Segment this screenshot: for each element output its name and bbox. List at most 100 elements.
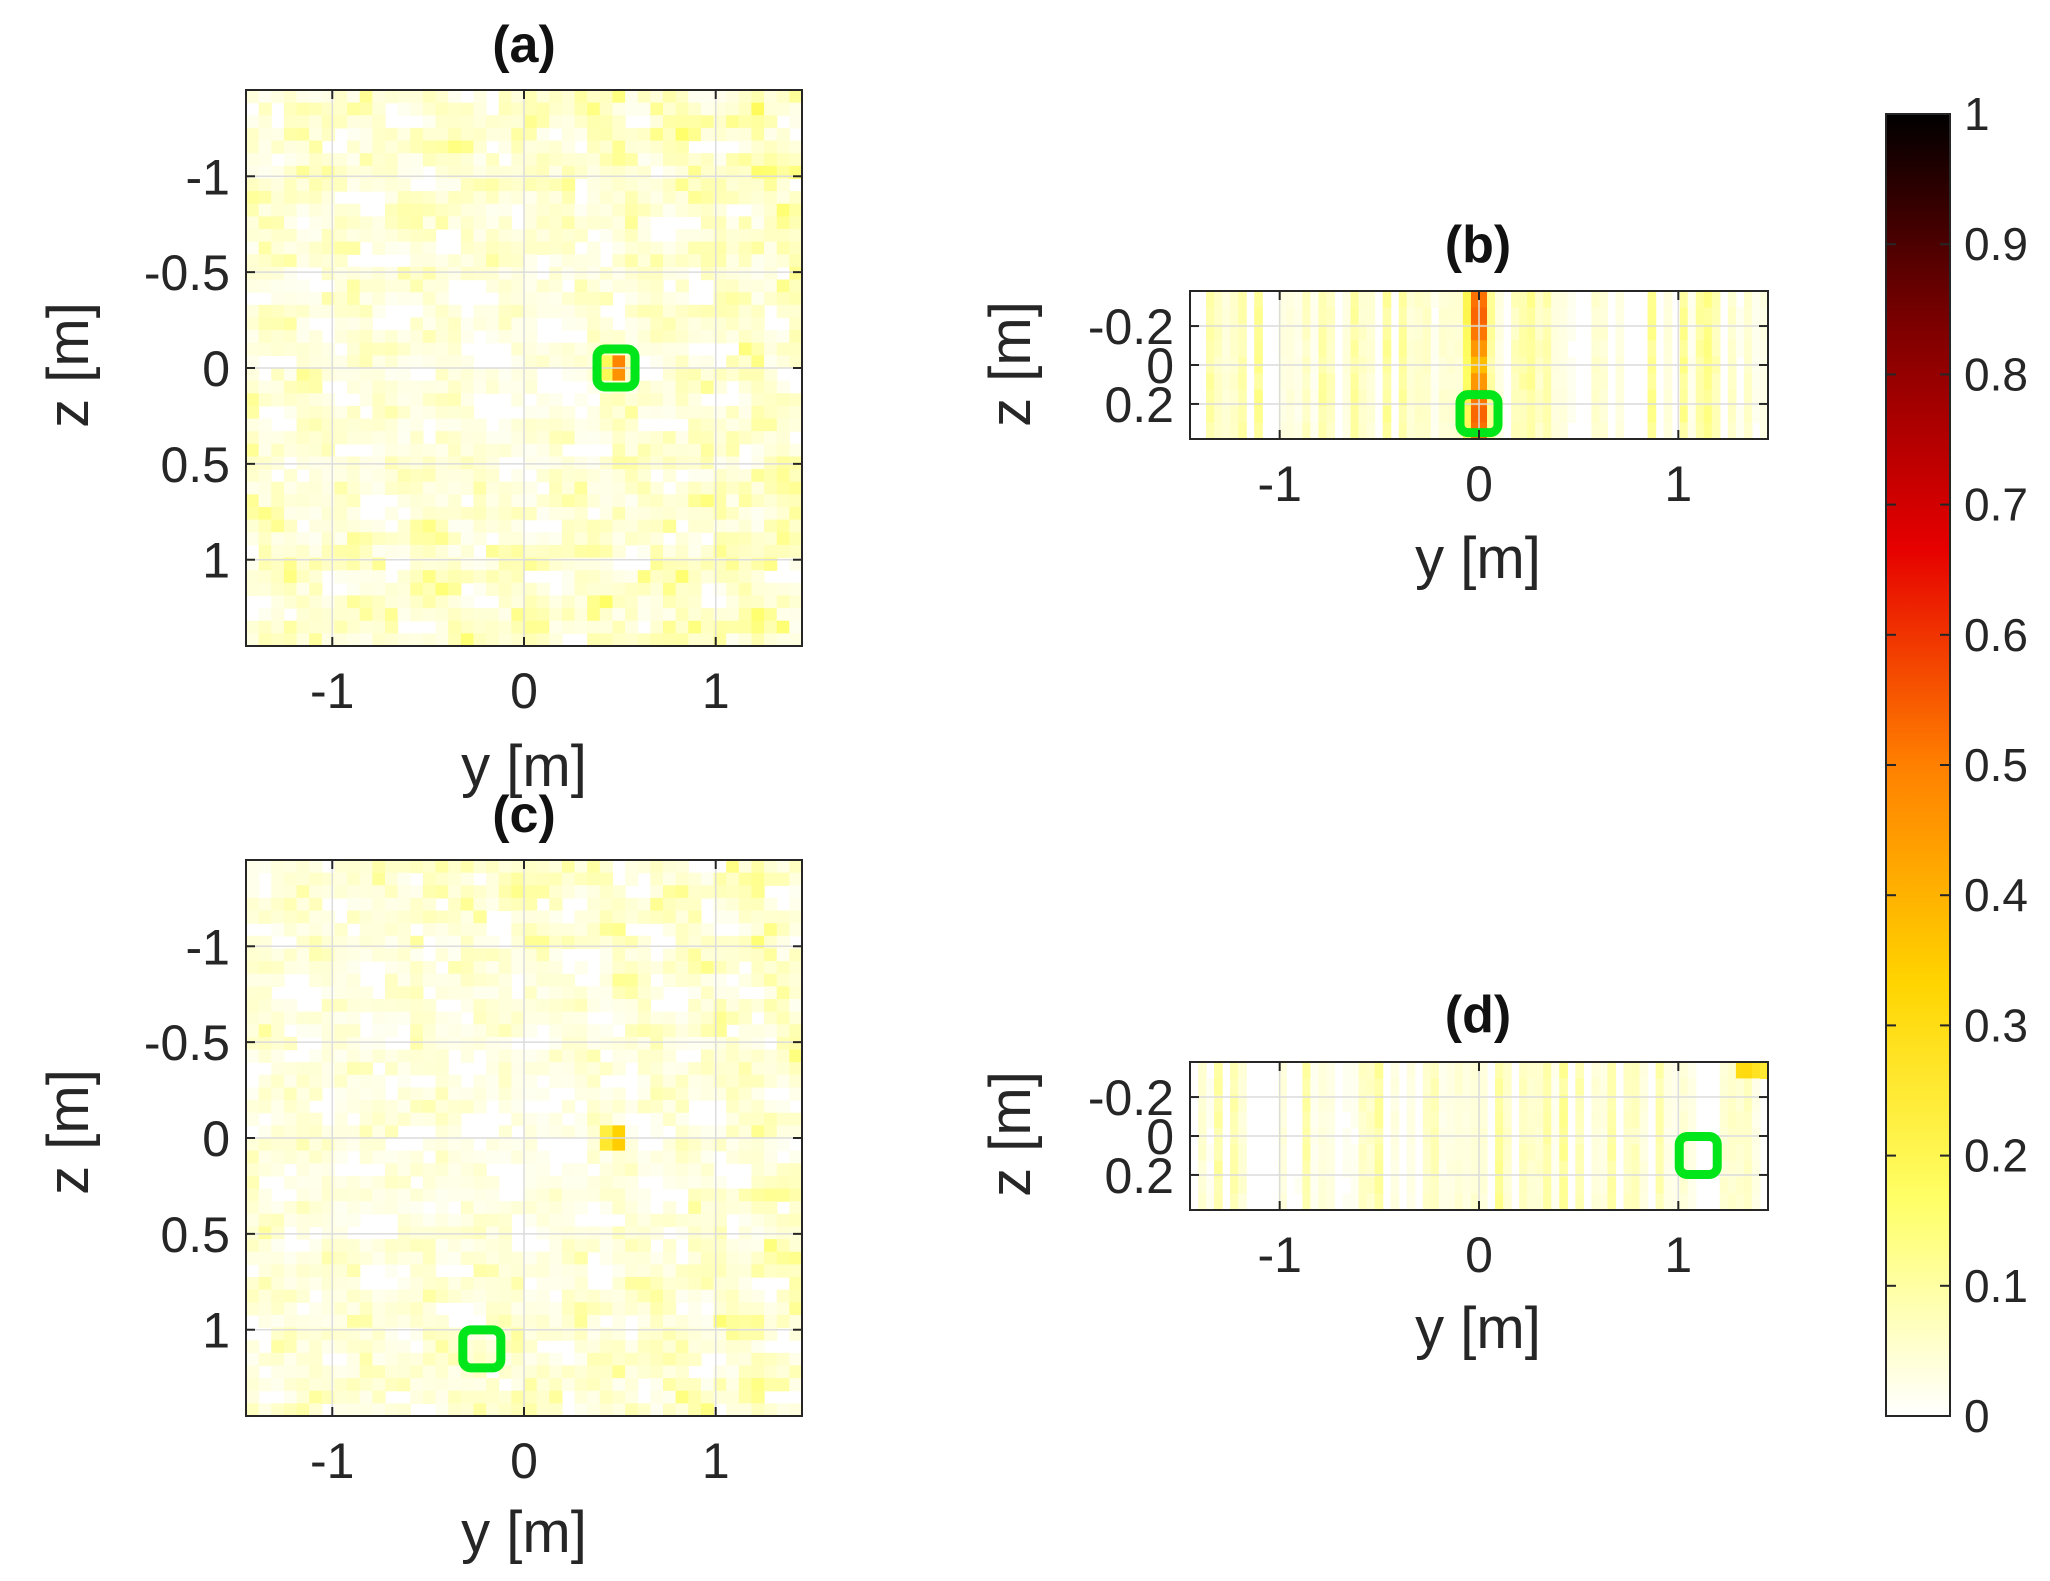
heatmap-cell	[1430, 1193, 1440, 1210]
heatmap-cell	[1462, 323, 1472, 341]
heatmap-cell	[688, 1289, 702, 1303]
heatmap-cell	[549, 1112, 563, 1126]
heatmap-cell	[385, 1314, 399, 1329]
heatmap-cell	[776, 1213, 790, 1228]
heatmap-cell	[359, 1138, 373, 1152]
heatmap-cell	[1382, 307, 1392, 325]
heatmap-cell	[347, 178, 361, 192]
heatmap-cell	[397, 1049, 411, 1063]
heatmap-cell	[258, 330, 272, 344]
heatmap-cell	[637, 544, 651, 559]
heatmap-cell	[738, 405, 753, 420]
heatmap-cell	[473, 254, 487, 268]
heatmap-cell	[738, 582, 753, 597]
heatmap-cell	[435, 456, 449, 470]
heatmap-cell	[713, 405, 727, 420]
panel-b-xlabel: y [m]	[1415, 526, 1541, 591]
heatmap-cell	[246, 1403, 260, 1416]
heatmap-cell	[663, 1062, 677, 1076]
heatmap-cell	[776, 1352, 790, 1367]
heatmap-cell	[435, 1226, 449, 1240]
heatmap-cell	[713, 115, 727, 129]
heatmap-cell	[599, 986, 614, 1000]
heatmap-cell	[296, 582, 310, 597]
heatmap-cell	[637, 304, 651, 319]
heatmap-cell	[1599, 1062, 1609, 1080]
heatmap-cell	[359, 153, 373, 167]
heatmap-cell	[599, 317, 614, 331]
heatmap-cell	[1454, 340, 1464, 358]
heatmap-cell	[448, 203, 462, 217]
heatmap-cell	[726, 608, 740, 622]
heatmap-cell	[511, 443, 525, 458]
heatmap-cell	[1655, 1160, 1665, 1178]
heatmap-cell	[713, 1188, 727, 1202]
heatmap-cell	[334, 178, 348, 192]
heatmap-cell	[536, 910, 550, 924]
heatmap-cell	[359, 620, 373, 634]
heatmap-cell	[1198, 1094, 1207, 1112]
heatmap-cell	[498, 1011, 512, 1025]
heatmap-cell	[738, 140, 753, 154]
heatmap-cell	[1751, 340, 1761, 358]
y-tick-label: 1	[202, 1303, 230, 1359]
heatmap-cell	[1230, 1111, 1239, 1129]
heatmap-cell	[599, 1100, 614, 1114]
heatmap-cell	[1687, 1111, 1697, 1129]
heatmap-cell	[1671, 1193, 1681, 1210]
heatmap-cell	[473, 191, 487, 205]
heatmap-cell	[713, 910, 727, 924]
heatmap-cell	[258, 1289, 272, 1303]
heatmap-cell	[271, 317, 285, 331]
heatmap-cell	[776, 507, 790, 521]
heatmap-cell	[625, 1390, 639, 1404]
heatmap-cell	[296, 330, 310, 344]
heatmap-cell	[536, 1390, 550, 1404]
heatmap-cell	[549, 102, 563, 116]
heatmap-cell	[587, 254, 601, 268]
heatmap-cell	[1326, 307, 1336, 325]
heatmap-cell	[574, 544, 588, 559]
heatmap-cell	[700, 165, 715, 180]
heatmap-cell	[789, 897, 802, 912]
heatmap-cell	[473, 368, 487, 382]
heatmap-cell	[789, 961, 802, 975]
heatmap-cell	[271, 582, 285, 597]
heatmap-cell	[410, 986, 424, 1000]
heatmap-cell	[1599, 1193, 1609, 1210]
heatmap-cell	[1350, 1193, 1360, 1210]
heatmap-cell	[524, 1062, 538, 1076]
heatmap-cell	[498, 1024, 512, 1038]
heatmap-cell	[561, 986, 576, 1000]
heatmap-cell	[1206, 1193, 1215, 1210]
heatmap-cell	[296, 229, 310, 243]
heatmap-cell	[473, 494, 487, 508]
heatmap-cell	[1318, 389, 1328, 407]
heatmap-cell	[1430, 406, 1440, 424]
heatmap-cell	[612, 519, 626, 533]
heatmap-cell	[776, 1314, 790, 1329]
heatmap-cell	[688, 986, 702, 1000]
heatmap-cell	[713, 1049, 727, 1063]
heatmap-cell	[359, 1150, 373, 1164]
heatmap-cell	[688, 1074, 702, 1089]
heatmap-cell	[650, 544, 664, 559]
y-tick-label: 0	[202, 341, 230, 397]
heatmap-cell	[283, 1352, 298, 1367]
heatmap-cell	[385, 633, 399, 646]
heatmap-cell	[372, 1100, 386, 1114]
heatmap-cell	[637, 1277, 651, 1291]
heatmap-cell	[764, 1239, 778, 1253]
heatmap-cell	[625, 1175, 639, 1190]
heatmap-cell	[511, 266, 525, 281]
heatmap-cell	[410, 1277, 424, 1291]
heatmap-cell	[511, 872, 525, 886]
heatmap-cell	[625, 216, 639, 230]
heatmap-cell	[1294, 307, 1303, 325]
heatmap-cell	[334, 620, 348, 634]
heatmap-cell	[1695, 406, 1705, 424]
heatmap-cell	[587, 570, 601, 584]
heatmap-cell	[764, 1302, 778, 1316]
heatmap-cell	[334, 1112, 348, 1126]
heatmap-cell	[675, 1352, 689, 1367]
